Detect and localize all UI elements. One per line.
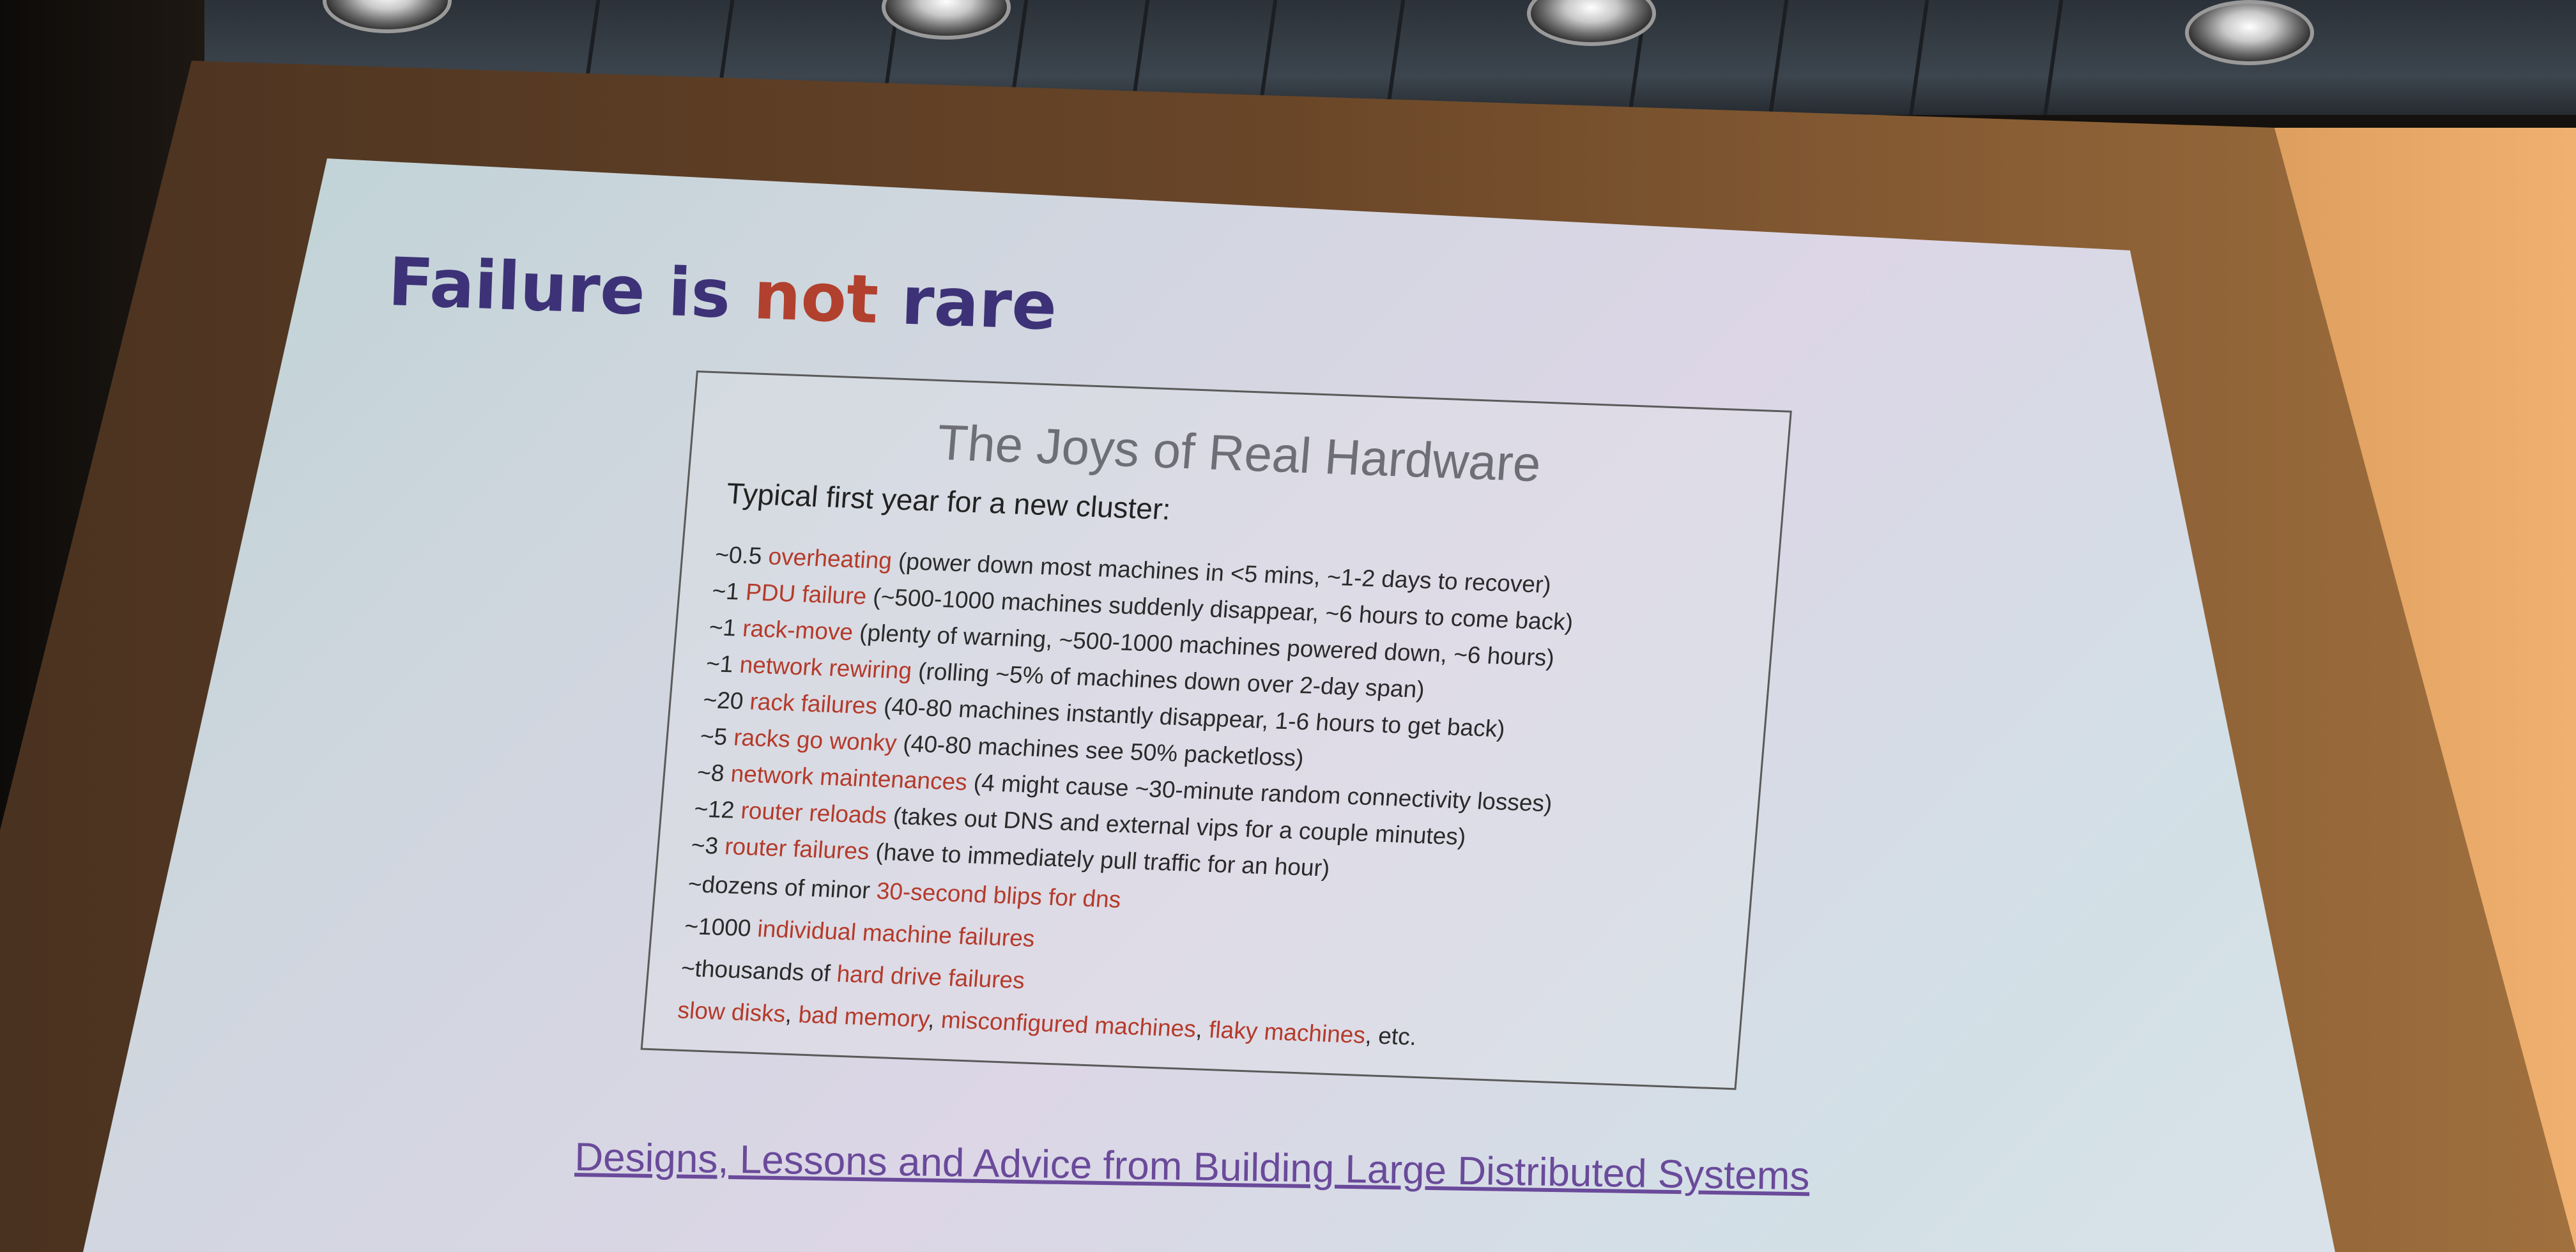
item-count: ~5 [699,722,735,751]
slide-title-part: Failure is [387,243,755,334]
item-count: ~12 [693,795,742,823]
item-event: network maintenances [730,760,969,795]
ceiling-seam [1908,0,1929,121]
item-count: ~1000 [683,912,759,942]
item-detail: , etc. [1364,1022,1418,1050]
slide-title-part: rare [877,261,1059,346]
ceiling-light-icon [882,0,1011,40]
item-event: flaky machines [1208,1016,1367,1049]
item-event: individual machine failures [756,915,1036,952]
ceiling-light-icon [1527,0,1656,46]
slide-title-accent: not [752,256,880,339]
ceiling-seam [2042,0,2064,121]
figure-box: The Joys of Real Hardware Typical first … [640,370,1792,1090]
item-event: 30-second blips for dns [875,877,1122,913]
item-count: ~0.5 [714,541,770,570]
item-event: overheating [767,543,893,574]
item-event: PDU failure [744,579,868,609]
item-event: rack failures [749,688,878,719]
item-count: ~thousands of [680,954,838,987]
item-event: bad memory [797,1001,930,1032]
item-count: ~1 [708,614,744,641]
item-event: rack-move [741,615,854,646]
item-event: network rewiring [739,651,913,684]
item-count: ~3 [690,832,726,860]
item-event: slow disks [677,996,786,1027]
ceiling-light-icon [323,0,452,33]
item-count: ~1 [711,577,747,606]
item-count: ~1 [705,650,741,678]
item-event: router reloads [740,797,888,829]
failure-list: ~0.5 overheating (power down most machin… [676,536,1577,1063]
item-event: hard drive failures [836,960,1026,994]
ceiling-seam [1767,0,1789,121]
item-event: router failures [723,833,871,865]
item-event: misconfigured machines [940,1006,1197,1042]
item-count: ~20 [702,686,751,715]
item-event: racks go wonky [732,724,898,756]
item-count: ~dozens of minor [687,871,878,904]
ceiling-light-icon [2185,0,2314,65]
item-count: ~8 [696,759,732,787]
figure-subtitle: Typical first year for a new cluster: [725,476,1172,526]
